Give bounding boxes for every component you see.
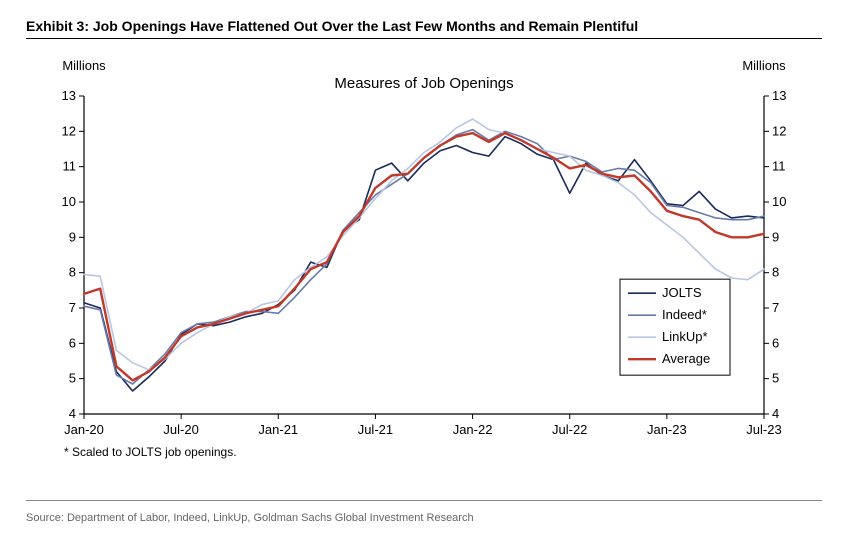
source-line: Source: Department of Labor, Indeed, Lin… xyxy=(26,512,474,524)
y-tick-label: 12 xyxy=(62,123,76,138)
divider-bottom xyxy=(26,500,822,501)
divider-top xyxy=(26,38,822,39)
x-tick-label: Jan-22 xyxy=(453,422,493,437)
y-tick-label: 4 xyxy=(772,406,779,421)
y-tick-label: 11 xyxy=(772,159,786,174)
y-tick-label: 9 xyxy=(69,229,76,244)
chart-title: Measures of Job Openings xyxy=(334,75,513,92)
y-tick-label: 6 xyxy=(69,335,76,350)
x-tick-label: Jul-23 xyxy=(746,422,781,437)
x-tick-label: Jul-20 xyxy=(163,422,198,437)
x-tick-label: Jan-21 xyxy=(258,422,298,437)
y-tick-label: 10 xyxy=(772,194,786,209)
y-tick-label: 12 xyxy=(772,123,786,138)
y-left-label: Millions xyxy=(62,58,106,73)
footnote: * Scaled to JOLTS job openings. xyxy=(64,445,237,459)
legend-label: Average xyxy=(662,351,710,366)
y-tick-label: 11 xyxy=(63,159,77,174)
y-tick-label: 4 xyxy=(69,406,76,421)
legend-label: Indeed* xyxy=(662,307,707,322)
y-tick-label: 10 xyxy=(62,194,76,209)
y-tick-label: 8 xyxy=(69,265,76,280)
y-tick-label: 6 xyxy=(772,335,779,350)
y-tick-label: 7 xyxy=(69,300,76,315)
legend-label: LinkUp* xyxy=(662,329,708,344)
chart-area: Measures of Job Openings Millions Millions… xyxy=(26,48,822,478)
y-tick-label: 5 xyxy=(69,371,76,386)
x-tick-label: Jul-21 xyxy=(358,422,393,437)
y-tick-label: 13 xyxy=(772,88,786,103)
page: Exhibit 3: Job Openings Have Flattened O… xyxy=(0,0,848,542)
legend-label: JOLTS xyxy=(662,285,702,300)
y-tick-label: 7 xyxy=(772,300,779,315)
x-tick-label: Jan-20 xyxy=(64,422,104,437)
chart-svg: Measures of Job Openings Millions Millions… xyxy=(26,48,822,478)
exhibit-title: Exhibit 3: Job Openings Have Flattened O… xyxy=(26,18,638,34)
y-tick-label: 5 xyxy=(772,371,779,386)
y-right-label: Millions xyxy=(742,58,786,73)
y-tick-label: 13 xyxy=(62,88,76,103)
x-tick-label: Jul-22 xyxy=(552,422,587,437)
x-tick-label: Jan-23 xyxy=(647,422,687,437)
y-tick-label: 9 xyxy=(772,229,779,244)
y-tick-label: 8 xyxy=(772,265,779,280)
